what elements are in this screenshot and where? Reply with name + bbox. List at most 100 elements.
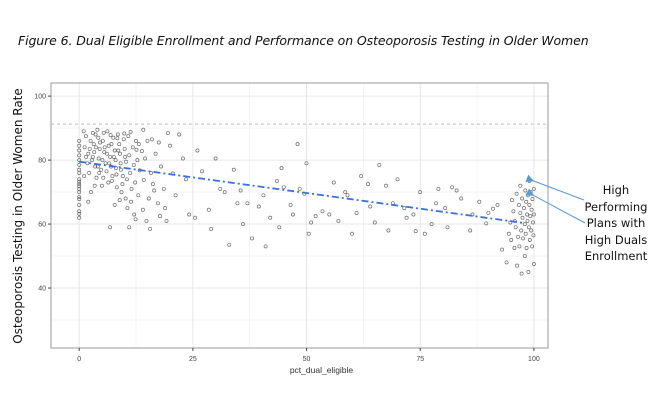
data-point <box>82 145 87 150</box>
data-point <box>124 177 129 182</box>
data-point <box>404 215 409 220</box>
annotation-line: Performing <box>584 199 648 214</box>
data-point <box>90 130 95 135</box>
data-point <box>304 161 309 166</box>
data-point <box>521 236 525 241</box>
data-point <box>77 162 82 167</box>
data-point <box>94 145 98 150</box>
annotation-line: Plans with <box>586 216 646 230</box>
data-point <box>527 202 532 207</box>
data-point <box>122 131 127 136</box>
y-tick-label: 100 <box>34 94 46 101</box>
data-point <box>486 210 491 215</box>
data-point <box>104 151 109 156</box>
y-tick-label: 80 <box>38 158 46 165</box>
data-point <box>104 169 109 174</box>
data-point <box>168 143 173 148</box>
data-point <box>173 193 178 198</box>
data-point <box>112 148 117 153</box>
data-point <box>510 198 515 203</box>
data-point <box>118 151 123 156</box>
data-point <box>213 156 218 161</box>
data-point <box>77 202 82 207</box>
data-point <box>77 153 82 158</box>
data-point <box>250 236 254 241</box>
data-point <box>523 188 528 193</box>
data-point <box>477 199 482 204</box>
data-point <box>114 172 119 177</box>
data-point <box>77 170 82 175</box>
data-point <box>117 142 122 147</box>
data-point <box>150 182 155 187</box>
data-point <box>93 164 98 169</box>
data-point <box>511 209 516 214</box>
data-point <box>512 246 517 250</box>
data-point <box>206 207 211 212</box>
data-point <box>297 186 302 191</box>
data-point <box>470 212 475 217</box>
data-point <box>141 177 146 182</box>
minor-gridlines <box>51 83 548 348</box>
data-point <box>516 234 520 239</box>
data-point <box>109 178 114 183</box>
data-point <box>99 167 103 172</box>
data-point <box>161 186 166 191</box>
data-point <box>450 185 455 190</box>
data-point <box>124 159 128 164</box>
data-point <box>127 153 132 158</box>
data-point <box>524 246 529 250</box>
x-axis-ticks: 0 25 50 75 100 <box>77 348 540 363</box>
data-point <box>88 138 93 143</box>
data-point <box>96 135 101 140</box>
data-point <box>165 130 170 135</box>
data-point <box>528 214 533 219</box>
data-point <box>200 169 204 174</box>
data-point <box>82 174 87 179</box>
data-point <box>77 179 82 184</box>
data-point <box>517 244 522 249</box>
data-point <box>115 136 120 141</box>
data-point <box>111 154 116 159</box>
data-point <box>418 190 423 195</box>
data-point <box>525 212 530 217</box>
data-point <box>177 132 182 137</box>
data-point <box>133 217 138 222</box>
data-point <box>91 142 96 147</box>
data-point <box>144 218 149 223</box>
data-point <box>94 175 99 180</box>
data-point <box>117 198 122 203</box>
data-point <box>100 158 105 163</box>
x-tick-label: 0 <box>77 356 81 363</box>
data-point <box>148 226 153 231</box>
data-point <box>193 215 198 220</box>
data-point <box>119 190 124 195</box>
data-point <box>95 127 100 132</box>
data-point <box>350 231 354 236</box>
data-point <box>336 218 341 223</box>
data-point <box>77 182 82 187</box>
data-point <box>87 146 92 151</box>
data-point <box>128 170 133 175</box>
data-point <box>77 138 82 143</box>
data-point <box>240 222 245 227</box>
data-point <box>109 142 114 147</box>
data-point <box>106 143 111 148</box>
data-point <box>368 204 373 209</box>
data-point <box>77 209 82 214</box>
data-point <box>122 146 127 151</box>
data-point <box>77 215 82 220</box>
data-point <box>77 148 82 153</box>
data-point <box>121 137 126 142</box>
data-point <box>309 220 314 225</box>
data-point <box>89 190 93 195</box>
data-point <box>163 206 168 211</box>
annotation-line: High <box>602 183 630 197</box>
data-point <box>77 184 82 189</box>
data-point <box>135 158 140 163</box>
data-point <box>359 174 364 179</box>
data-point <box>459 196 464 201</box>
data-point <box>108 225 113 230</box>
data-point <box>279 166 284 171</box>
data-point <box>523 231 528 236</box>
data-point <box>454 188 459 193</box>
